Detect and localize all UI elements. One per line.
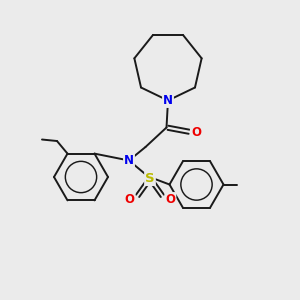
Text: N: N [124, 154, 134, 167]
Text: S: S [145, 172, 155, 185]
Text: O: O [124, 193, 135, 206]
Text: N: N [163, 94, 173, 107]
Text: O: O [165, 193, 176, 206]
Text: O: O [191, 125, 201, 139]
